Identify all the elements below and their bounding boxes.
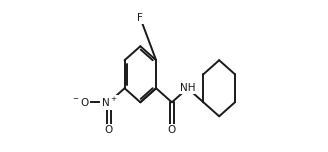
Text: $^-$O: $^-$O	[71, 96, 90, 108]
Text: O: O	[105, 125, 113, 135]
Text: O: O	[168, 125, 176, 135]
Text: N$^+$: N$^+$	[100, 96, 117, 109]
Text: F: F	[137, 13, 143, 23]
Text: NH: NH	[180, 83, 195, 93]
